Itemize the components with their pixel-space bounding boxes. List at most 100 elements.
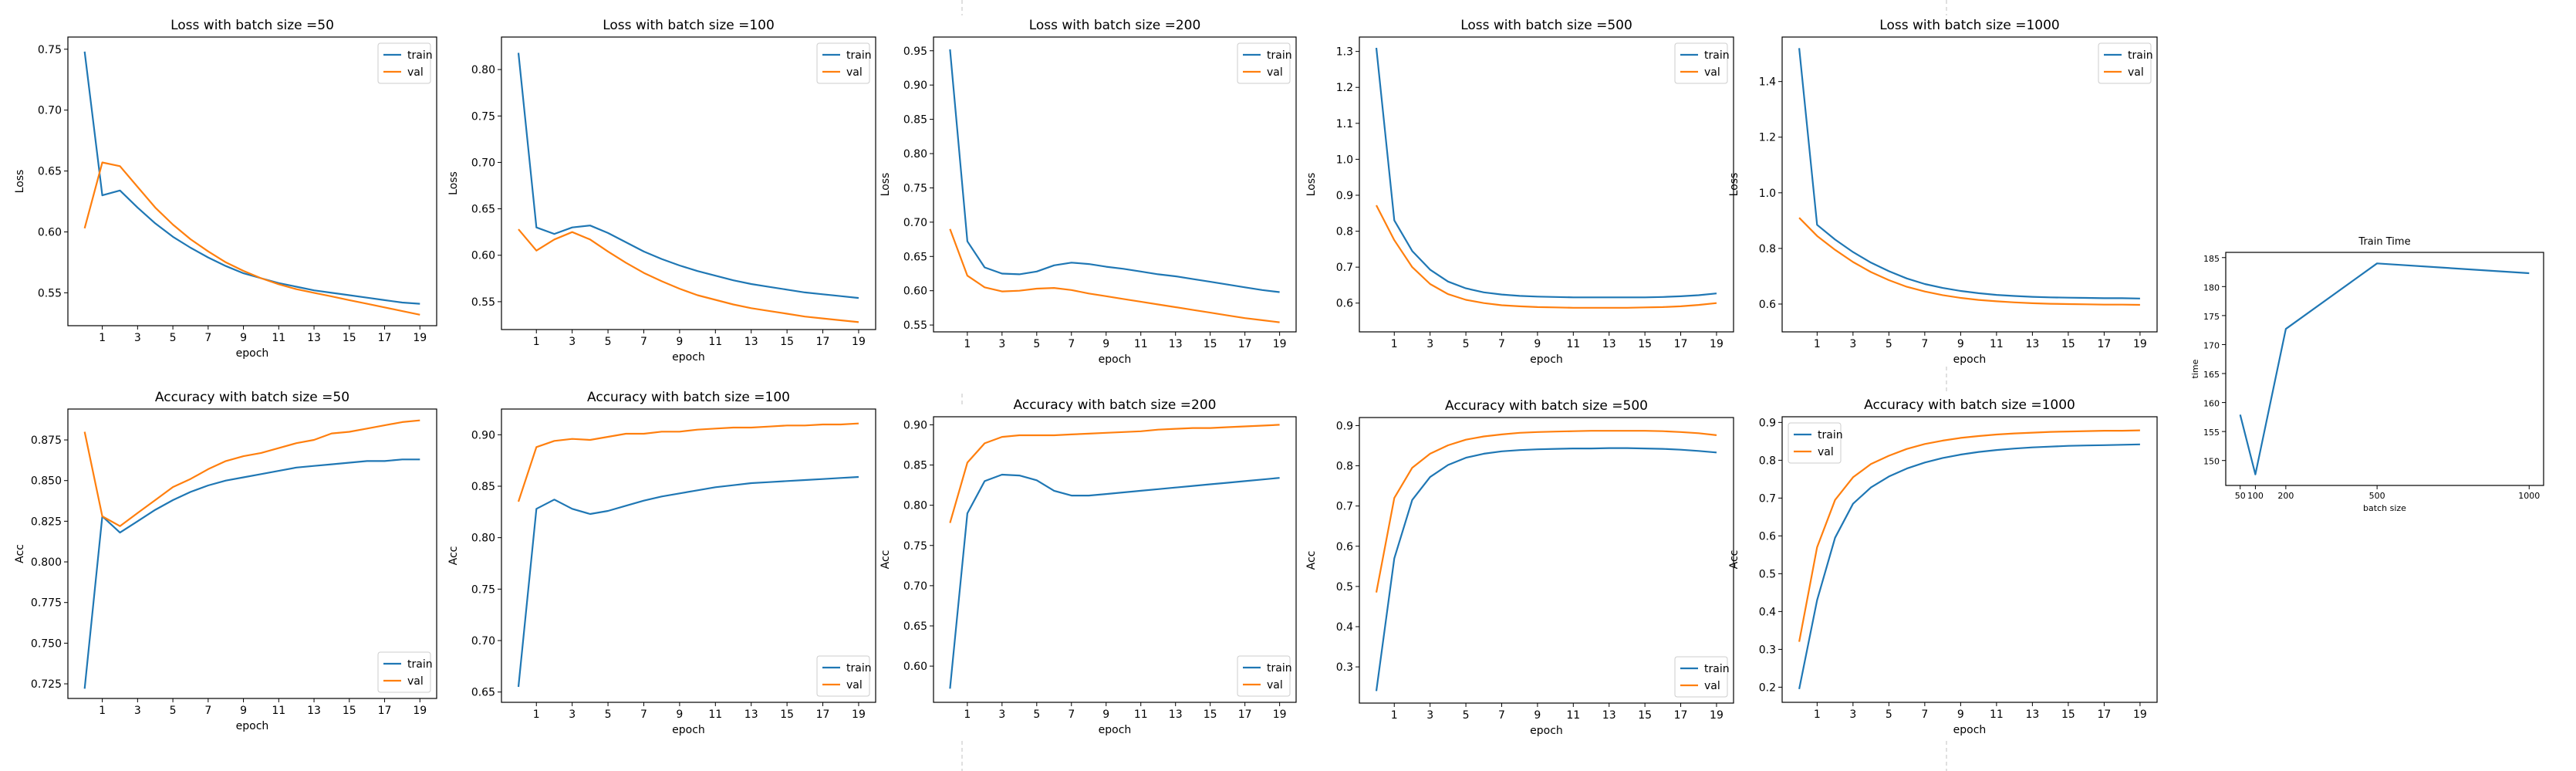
x-tick-label: 7 (1921, 708, 1928, 721)
y-tick-label: 0.750 (31, 637, 62, 650)
legend: train val (816, 42, 872, 84)
y-tick-label: 0.90 (471, 429, 495, 441)
legend: train val (377, 651, 433, 693)
chart-panel-1: Loss with batch size =501 3 5 7 9 11 13 15 17 190… (14, 18, 437, 360)
y-tick-label: 0.5 (1336, 581, 1353, 593)
y-tick-label: 0.85 (903, 114, 927, 127)
x-tick-label: 13 (1169, 338, 1183, 350)
x-tick-label: 15 (780, 336, 794, 348)
y-tick-label: 155 (2203, 428, 2220, 438)
axes-frame (501, 408, 876, 703)
y-tick-label: 0.7 (1336, 262, 1353, 274)
x-tick-label: 500 (2369, 491, 2385, 501)
chart-title: Loss with batch size =200 (1029, 18, 1201, 33)
axes-frame (1359, 36, 1734, 333)
y-tick-label: 0.4 (1336, 621, 1353, 634)
y-tick-label: 0.825 (31, 516, 62, 528)
x-tick-label: 7 (640, 336, 647, 348)
x-tick-label: 3 (998, 708, 1005, 721)
series-line-train (83, 458, 420, 689)
series-line-train (1375, 47, 1717, 299)
x-tick-label: 5 (1463, 709, 1470, 722)
chart-panel-6: Accuracy with batch size =501 3 5 7 9 11 13 15 1… (14, 390, 437, 732)
chart-title: Accuracy with batch size =50 (155, 390, 349, 405)
x-tick-label: 9 (1102, 708, 1109, 721)
series-line-val (949, 424, 1280, 523)
series-line-train (1798, 48, 2140, 299)
y-tick-label: 0.60 (38, 226, 62, 238)
x-tick-label: 3 (998, 338, 1005, 350)
x-tick-label: 15 (1638, 709, 1652, 722)
legend: train val (816, 655, 872, 697)
series-line-val (1376, 205, 1717, 309)
x-axis-label: batch size (2363, 503, 2406, 513)
y-tick-label: 0.60 (471, 250, 495, 262)
legend-label-train: train (407, 49, 433, 62)
x-tick-label: 15 (343, 705, 356, 717)
series-line-val (518, 228, 859, 323)
series-line-val (949, 228, 1280, 323)
legend-label-val: val (846, 66, 863, 79)
x-tick-label: 11 (1566, 709, 1580, 722)
y-tick-label: 185 (2203, 254, 2220, 264)
series-line-val (1375, 430, 1717, 593)
x-tick-label: 7 (204, 705, 211, 717)
y-tick-label: 0.4 (1759, 606, 1776, 618)
y-tick-label: 0.55 (903, 320, 927, 332)
x-axis-label: epoch (672, 724, 705, 736)
legend-label-train: train (1267, 49, 1292, 62)
x-tick-label: 13 (307, 705, 321, 717)
x-tick-label: 11 (1566, 338, 1580, 350)
y-tick-label: 1.1 (1336, 118, 1353, 130)
x-tick-label: 17 (1238, 338, 1252, 350)
y-tick-label: 160 (2203, 399, 2220, 409)
y-tick-label: 0.75 (903, 540, 927, 553)
x-tick-label: 9 (1102, 338, 1109, 350)
y-axis-label: Loss (1728, 173, 1740, 197)
y-tick-label: 0.7 (1759, 492, 1776, 505)
y-axis-label: Acc (1305, 551, 1318, 570)
legend: train val (1237, 42, 1292, 84)
x-tick-label: 9 (240, 705, 247, 717)
x-tick-label: 17 (1674, 338, 1688, 350)
x-tick-label: 1 (964, 708, 971, 721)
axes-frame (501, 36, 876, 330)
chart-title: Accuracy with batch size =1000 (1864, 397, 2075, 413)
x-tick-label: 200 (2277, 491, 2294, 501)
y-tick-label: 1.2 (1759, 132, 1776, 144)
legend-box (1788, 422, 1842, 464)
legend-label-val: val (2128, 66, 2144, 79)
legend: train val (377, 42, 433, 84)
x-axis-label: epoch (1953, 724, 1987, 736)
x-tick-label: 3 (569, 336, 576, 348)
axes-frame (67, 36, 437, 326)
legend-label-val: val (1267, 679, 1283, 692)
x-tick-label: 19 (413, 705, 427, 717)
y-tick-label: 0.8 (1336, 461, 1353, 473)
legend-label-train: train (1267, 662, 1292, 675)
x-tick-label: 15 (2061, 338, 2075, 350)
legend-label-train: train (1818, 429, 1843, 441)
x-tick-label: 7 (640, 708, 647, 721)
y-tick-label: 0.70 (471, 635, 495, 648)
x-tick-label: 1000 (2518, 491, 2540, 501)
y-tick-label: 0.2 (1759, 681, 1776, 694)
axes-frame (1781, 416, 2158, 703)
y-tick-label: 0.75 (903, 182, 927, 194)
legend-box (1237, 655, 1291, 697)
legend-label-train: train (407, 658, 433, 671)
x-tick-label: 17 (2097, 708, 2111, 721)
x-tick-label: 11 (1990, 708, 2004, 721)
y-axis-label: Acc (879, 550, 892, 570)
x-axis-label: epoch (236, 720, 269, 732)
y-tick-label: 0.850 (31, 475, 62, 488)
x-tick-label: 19 (413, 332, 427, 344)
legend-label-val: val (407, 66, 424, 79)
x-tick-label: 9 (1534, 338, 1541, 350)
y-tick-label: 0.75 (471, 110, 495, 123)
x-tick-label: 5 (1886, 708, 1892, 721)
x-tick-label: 5 (170, 332, 177, 344)
